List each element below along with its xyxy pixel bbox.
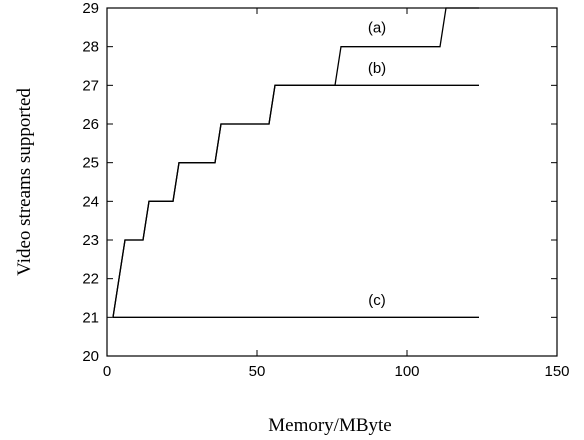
y-tick-label: 24 [82, 193, 99, 210]
annotations: (a) (b) (c) [368, 19, 386, 309]
x-axis: 0 50 100 150 [103, 8, 570, 380]
x-tick-label: 100 [394, 363, 419, 380]
y-axis-title: Video streams supported [14, 88, 35, 276]
plot-frame [106, 7, 558, 357]
series-group [112, 7, 479, 318]
x-tick-label: 50 [249, 363, 266, 380]
series-line-a [112, 7, 479, 318]
y-tick-label: 22 [82, 271, 99, 288]
series-line-b [112, 84, 479, 318]
y-tick-label: 27 [82, 77, 99, 94]
annotation-label-b: (b) [368, 60, 386, 77]
y-tick-label: 25 [82, 155, 99, 172]
y-tick-label: 28 [82, 39, 99, 56]
x-tick-label: 0 [103, 363, 111, 380]
y-axis: 20 21 22 23 24 25 26 27 28 29 [82, 0, 557, 365]
annotation-label-c: (c) [368, 292, 386, 309]
x-axis-title: Memory/MByte [268, 415, 392, 436]
y-tick-label: 26 [82, 116, 99, 133]
x-tick-label: 150 [544, 363, 569, 380]
y-tick-label: 20 [82, 348, 99, 365]
annotation-label-a: (a) [368, 19, 386, 36]
y-tick-label: 21 [82, 309, 99, 326]
y-tick-label: 29 [82, 0, 99, 17]
plot-frame-rect [106, 7, 558, 357]
y-tick-label: 23 [82, 232, 99, 249]
